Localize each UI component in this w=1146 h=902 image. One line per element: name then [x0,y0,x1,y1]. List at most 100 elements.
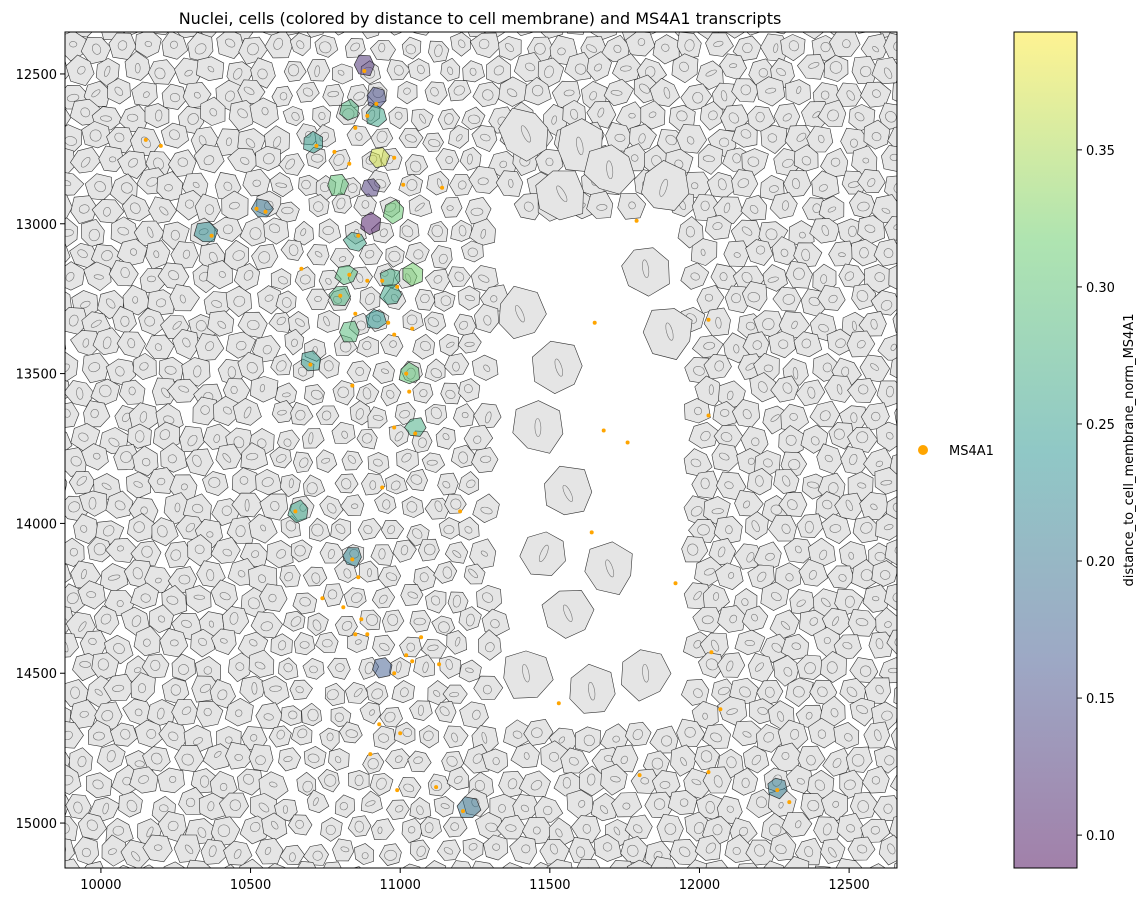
cell [366,681,389,705]
cell [468,165,501,194]
cell [694,834,722,861]
cell [185,585,212,613]
transcript-point [392,155,397,160]
cell [122,284,151,316]
cell [306,288,331,311]
cell [269,446,292,469]
cell [279,565,301,588]
cell [319,727,340,751]
cell [130,582,159,610]
cell [510,742,540,769]
cell [380,334,404,357]
transcript-point [347,161,352,166]
cell [603,78,634,107]
cell [876,380,897,408]
cell [96,743,126,772]
cell [472,81,503,108]
cell [433,561,458,584]
colored-cell [334,264,359,286]
cell [417,538,440,562]
cell [560,747,589,774]
transcript-point [437,662,442,667]
cell [134,32,162,58]
cell [886,629,897,654]
cell [380,383,402,407]
cell [531,340,583,394]
cell [367,452,390,475]
cell [294,266,316,291]
cell [829,32,847,36]
transcript-point [374,101,379,106]
cell [443,725,469,749]
cell [649,77,680,107]
cell [676,32,702,59]
cell [473,675,504,700]
cell [279,474,301,498]
cell [463,563,486,585]
cell [186,859,212,868]
cell [225,331,257,359]
cell [347,770,370,791]
cell [65,563,72,583]
transcript-point [434,785,439,790]
transcript-point [158,143,163,148]
cell [889,773,897,792]
legend: MS4A1 [918,444,994,459]
x-tick-label: 12000 [679,878,720,893]
transcript-point [254,206,259,211]
cell [784,855,810,868]
cell [147,289,177,316]
cell [409,700,433,721]
cell [289,679,313,701]
cell [393,721,416,745]
colored-cell [342,547,362,567]
cell [147,59,177,85]
cell [270,268,292,290]
cell [83,261,112,292]
cell [117,150,147,180]
cell [349,400,373,426]
cell [769,832,797,861]
cell [315,631,339,653]
cell [469,32,501,59]
cell [277,429,300,453]
cell [461,106,486,130]
cell [280,239,304,261]
cell [421,452,446,473]
cell [196,56,225,82]
cell [151,377,178,406]
cell [343,587,367,608]
cell [444,493,467,514]
cell [145,240,171,270]
cell [671,53,699,84]
cell [433,796,455,818]
colorbar-tick-label: 0.15 [1086,692,1115,707]
cell [785,260,813,289]
cell [147,467,177,494]
cell [875,513,897,541]
cell [361,32,380,40]
cell [481,608,510,637]
colorbar-tick-label: 0.20 [1086,555,1115,570]
cell [306,244,330,266]
cell [690,238,718,266]
transcript-point [410,326,415,331]
cell [105,490,134,519]
cell [820,790,849,822]
colored-cell [327,174,349,197]
cell [446,766,469,791]
cell [862,765,890,794]
cell [185,448,214,477]
cell [65,537,85,567]
cell [641,160,690,211]
cell [817,284,846,311]
cell [447,266,471,288]
cell [470,265,499,292]
x-axis: 10000 10500 11000 11500 12000 12500 [80,868,870,893]
cell [617,193,647,220]
cell [407,58,431,82]
cell [741,281,768,312]
cell [142,746,171,772]
cell [323,583,344,607]
transcript-point [356,575,361,580]
